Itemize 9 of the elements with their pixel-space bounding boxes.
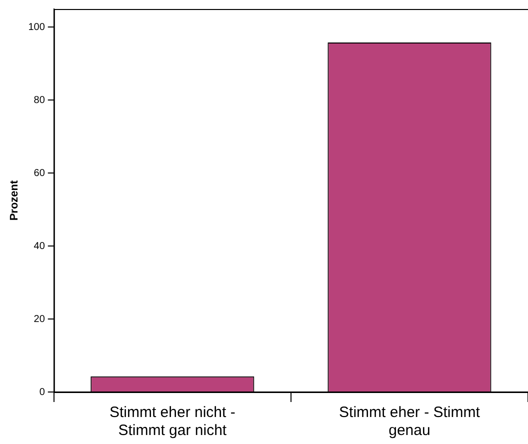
- y-axis-title: Prozent: [8, 180, 21, 221]
- y-tick-label: 60: [34, 168, 46, 179]
- y-tick-label: 20: [34, 314, 46, 325]
- x-tick-label: Stimmt eher - Stimmt genau: [339, 404, 481, 440]
- y-tick-label: 40: [34, 240, 46, 252]
- y-tick-label: 100: [28, 22, 46, 33]
- y-tick-label: 80: [34, 94, 46, 106]
- y-tick-label: 0: [39, 386, 46, 398]
- x-tick-label: Stimmt eher nicht - Stimmt gar nicht: [109, 404, 236, 440]
